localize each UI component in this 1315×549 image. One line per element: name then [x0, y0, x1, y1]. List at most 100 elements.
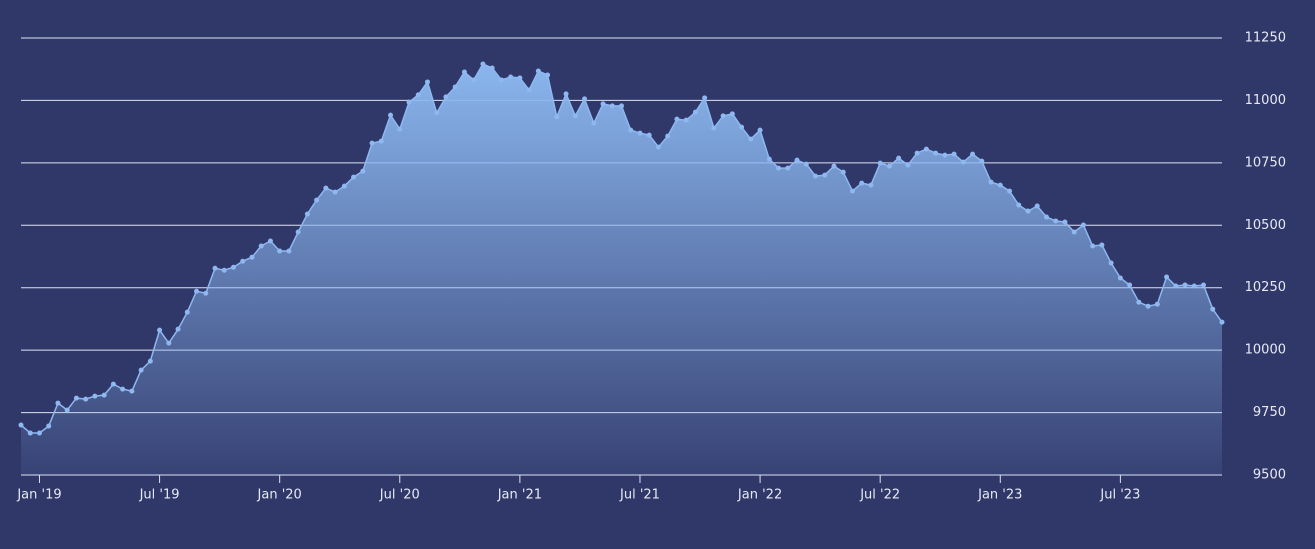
point	[628, 127, 634, 133]
point	[27, 430, 33, 436]
point	[1201, 282, 1207, 288]
point	[1099, 242, 1105, 248]
point	[1219, 319, 1225, 325]
y-tick-label: 11250	[1245, 31, 1286, 46]
point	[674, 116, 680, 122]
point	[73, 395, 79, 401]
point	[1090, 243, 1096, 249]
point	[1136, 299, 1142, 305]
point	[619, 103, 624, 109]
point	[55, 400, 61, 406]
point	[526, 87, 532, 93]
point	[988, 179, 994, 185]
point	[702, 95, 708, 101]
point	[157, 327, 163, 333]
point	[748, 136, 754, 142]
point	[951, 151, 957, 157]
point	[1043, 214, 1049, 220]
point	[979, 158, 985, 164]
point	[221, 267, 227, 273]
x-tick-label: Jul '22	[859, 488, 900, 503]
point	[498, 77, 504, 83]
point	[609, 103, 615, 109]
point	[369, 140, 375, 146]
point	[933, 150, 939, 156]
point	[1127, 282, 1133, 288]
point	[1007, 188, 1013, 194]
point	[129, 388, 135, 394]
point	[877, 160, 883, 166]
point	[1117, 275, 1123, 281]
point	[240, 258, 246, 264]
point	[406, 99, 412, 105]
point	[138, 367, 144, 373]
point	[914, 150, 920, 156]
point	[960, 159, 966, 165]
point	[1025, 208, 1031, 214]
point	[471, 77, 477, 83]
point	[194, 288, 200, 294]
x-tick-label: Jan '21	[497, 488, 542, 503]
point	[646, 132, 652, 138]
point	[36, 430, 42, 436]
point	[591, 120, 597, 126]
point	[351, 174, 357, 180]
point	[295, 229, 301, 235]
area	[21, 64, 1222, 475]
point	[184, 309, 190, 315]
point	[110, 381, 116, 387]
point	[655, 144, 661, 150]
point	[230, 264, 236, 270]
point	[443, 94, 449, 100]
point	[147, 358, 153, 364]
point	[461, 69, 467, 75]
y-tick-label: 9750	[1253, 405, 1286, 420]
point	[1034, 203, 1040, 209]
y-tick-label: 10250	[1245, 280, 1286, 295]
point	[840, 169, 846, 175]
point	[434, 110, 440, 116]
point	[1108, 260, 1114, 266]
point	[286, 248, 292, 254]
point	[489, 65, 495, 71]
point	[267, 238, 273, 244]
point	[1145, 303, 1151, 309]
point	[1016, 202, 1022, 208]
point	[683, 117, 689, 123]
point	[739, 124, 745, 130]
point	[480, 61, 486, 67]
x-tick-label: Jan '23	[977, 488, 1022, 503]
point	[360, 168, 366, 174]
point	[905, 162, 911, 168]
point	[849, 188, 855, 194]
point	[46, 423, 52, 429]
y-tick-label: 10500	[1245, 218, 1286, 233]
y-tick-label: 10750	[1245, 155, 1286, 170]
point	[517, 75, 523, 81]
point	[970, 151, 976, 157]
point	[101, 392, 107, 398]
point	[258, 243, 264, 249]
point	[277, 248, 283, 254]
point	[729, 111, 735, 117]
point	[572, 113, 578, 119]
point	[868, 182, 874, 188]
point	[388, 112, 394, 118]
point	[600, 101, 606, 107]
point	[92, 393, 98, 399]
point	[508, 74, 514, 80]
point	[452, 84, 458, 90]
point	[766, 156, 772, 162]
point	[794, 157, 800, 163]
point	[64, 407, 70, 413]
point	[415, 92, 421, 98]
point	[692, 109, 698, 115]
x-tick-label: Jan '20	[257, 488, 302, 503]
point	[1071, 229, 1077, 235]
point	[803, 161, 809, 167]
point	[175, 326, 181, 332]
point	[1062, 219, 1068, 225]
x-tick-label: Jul '21	[619, 488, 660, 503]
point	[1191, 283, 1197, 289]
